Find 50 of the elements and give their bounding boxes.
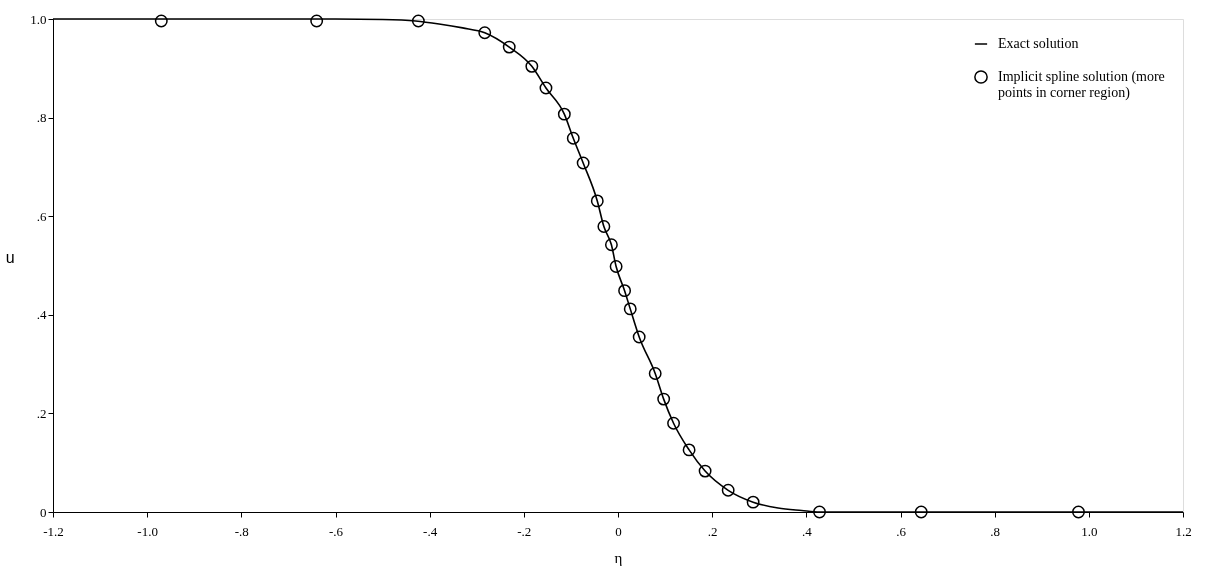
point	[411, 14, 425, 28]
x-tick-label: -1.0	[137, 523, 158, 539]
point	[632, 330, 646, 344]
y-tick-label: .8	[36, 110, 47, 126]
x-tick-label: -.8	[234, 523, 249, 539]
x-tick-label: -.2	[517, 523, 532, 539]
point	[698, 464, 712, 478]
point	[648, 367, 662, 380]
y-tick-label: 0	[40, 504, 47, 520]
x-tick-label: -.6	[328, 523, 344, 539]
point	[914, 505, 928, 519]
point	[478, 26, 492, 40]
legend-label: Implicit spline solution (more points in corner region)	[998, 69, 1165, 101]
point	[154, 14, 168, 28]
point	[609, 260, 623, 273]
point	[310, 14, 324, 28]
point	[576, 156, 590, 170]
y-tick-label: .2	[36, 405, 47, 421]
point	[525, 59, 539, 73]
point	[557, 107, 571, 121]
x-tick-label: 1.2	[1175, 523, 1192, 539]
x-tick-label: .8	[990, 523, 1001, 539]
x-tick-label: .6	[896, 523, 907, 539]
point	[618, 284, 632, 298]
x-tick-label: 0	[615, 523, 622, 539]
point	[604, 238, 618, 252]
point	[1072, 505, 1085, 519]
point	[566, 131, 580, 145]
point	[682, 443, 696, 457]
y-tick-label: .4	[36, 307, 47, 323]
y-tick-label: 1.0	[30, 11, 47, 27]
x-tick-label: .2	[707, 523, 718, 539]
point	[502, 40, 516, 54]
x-tick-label: 1.0	[1081, 523, 1098, 539]
y-axis-title: u	[5, 249, 15, 266]
point	[667, 416, 681, 430]
point	[746, 495, 760, 509]
point	[721, 483, 735, 497]
x-axis-title: η	[614, 549, 623, 566]
point	[590, 194, 604, 208]
x-tick-label: -.4	[423, 523, 438, 539]
point	[657, 392, 671, 406]
point	[597, 220, 611, 233]
point	[813, 505, 826, 519]
x-tick-label: .4	[801, 523, 813, 539]
legend-label: Exact solution	[998, 36, 1079, 51]
point	[539, 81, 553, 95]
point	[623, 302, 637, 316]
y-tick-label: .6	[36, 208, 47, 224]
x-tick-label: -1.2	[43, 523, 64, 539]
